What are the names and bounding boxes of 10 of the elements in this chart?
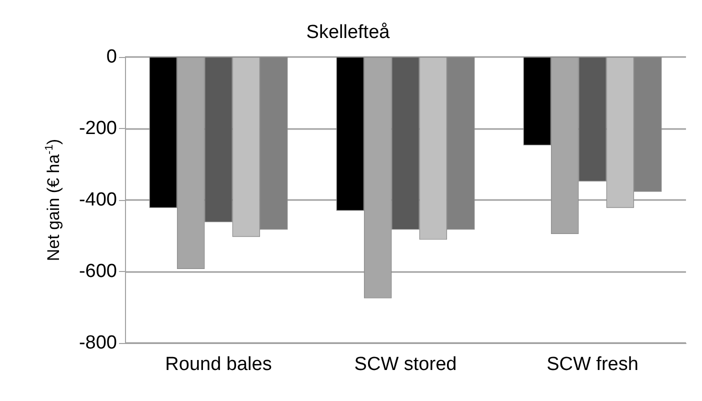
y-tick-label: -800 [78, 332, 117, 354]
x-tick-label: SCW stored [354, 354, 457, 375]
y-tick-label: -600 [78, 261, 117, 282]
y-tick-label: 0 [106, 46, 117, 68]
y-tick-label: -400 [78, 190, 117, 210]
x-tick-label: Round bales [165, 354, 272, 375]
y-axis-title: Net gain (€ ha-1) [44, 138, 63, 262]
chart-title: Skellefteå [306, 22, 390, 43]
x-tick-label: SCW fresh [546, 354, 638, 375]
y-tick-label: -200 [78, 118, 117, 139]
